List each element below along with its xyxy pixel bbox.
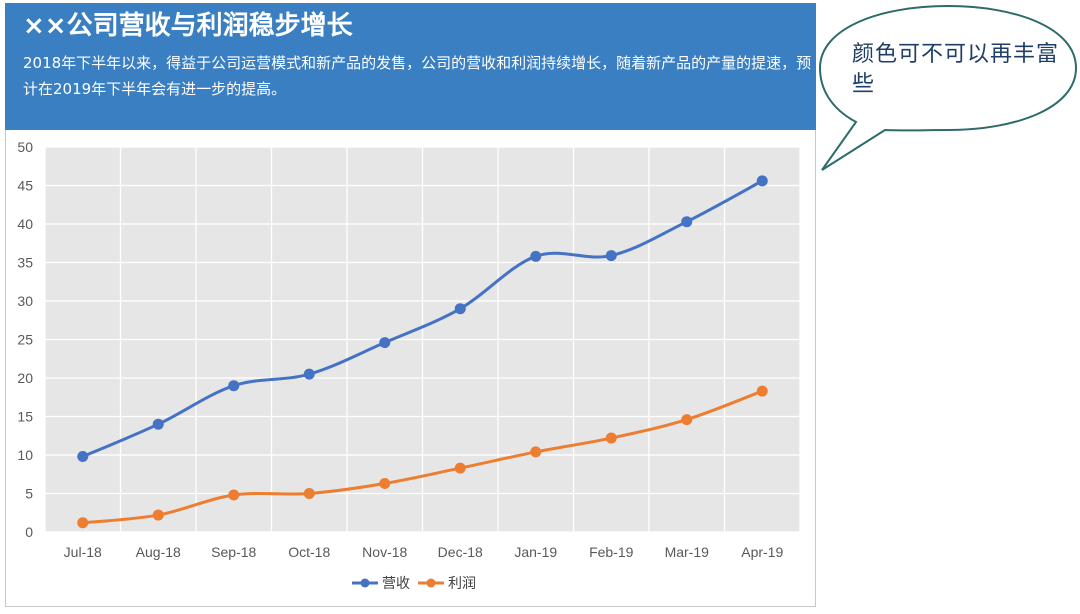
data-point	[454, 303, 466, 315]
y-tick-label: 40	[17, 216, 33, 232]
data-point	[605, 250, 617, 262]
chart-subtitle: 2018年下半年以来，得益于公司运营模式和新产品的发售，公司的营收和利润持续增长…	[23, 54, 812, 98]
x-tick-label: Dec-18	[438, 544, 483, 560]
series-line-1	[81, 389, 764, 525]
data-point	[756, 385, 768, 397]
data-point	[681, 216, 693, 228]
y-tick-label: 0	[25, 524, 33, 540]
y-tick-label: 20	[17, 370, 33, 386]
x-tick-label: Nov-18	[362, 544, 407, 560]
legend-marker	[426, 578, 436, 588]
x-tick-label: Jul-18	[64, 544, 102, 560]
data-point	[530, 446, 542, 458]
x-tick-label: Feb-19	[589, 544, 634, 560]
y-tick-label: 25	[17, 332, 33, 348]
y-tick-label: 50	[17, 139, 33, 155]
data-point	[152, 509, 164, 521]
data-point	[379, 477, 391, 489]
x-tick-label: Sep-18	[211, 544, 256, 560]
y-tick-label: 5	[25, 486, 33, 502]
y-tick-label: 45	[17, 178, 33, 194]
data-point	[77, 451, 89, 463]
data-point	[681, 414, 693, 426]
data-point	[152, 418, 164, 430]
y-tick-label: 10	[17, 447, 33, 463]
data-point	[756, 175, 768, 187]
data-point	[228, 380, 240, 392]
data-point	[77, 517, 89, 529]
data-point	[303, 488, 315, 499]
callout-text: 颜色可不可以再丰富些	[852, 42, 1060, 97]
data-point	[228, 489, 240, 501]
x-tick-label: Mar-19	[665, 544, 710, 560]
legend-marker	[360, 578, 370, 588]
x-tick-label: Aug-18	[136, 544, 181, 560]
chart-header: ××公司营收与利润稳步增长 2018年下半年以来，得益于公司运营模式和新产品的发…	[5, 3, 816, 130]
legend-label: 利润	[448, 576, 476, 592]
callout-bubble	[818, 4, 1078, 171]
data-point	[454, 462, 466, 474]
x-tick-label: Apr-19	[741, 544, 783, 560]
data-point	[379, 337, 391, 349]
data-point	[605, 432, 617, 444]
x-tick-label: Oct-18	[288, 544, 330, 560]
data-point	[303, 368, 315, 380]
y-tick-label: 35	[17, 255, 33, 271]
y-tick-label: 30	[17, 293, 33, 309]
y-tick-label: 15	[17, 409, 33, 425]
series-line-0	[81, 179, 764, 459]
legend-label: 营收	[382, 576, 410, 592]
x-tick-label: Jan-19	[514, 544, 557, 560]
data-point	[530, 250, 542, 262]
chart-title: ××公司营收与利润稳步增长	[23, 11, 353, 41]
